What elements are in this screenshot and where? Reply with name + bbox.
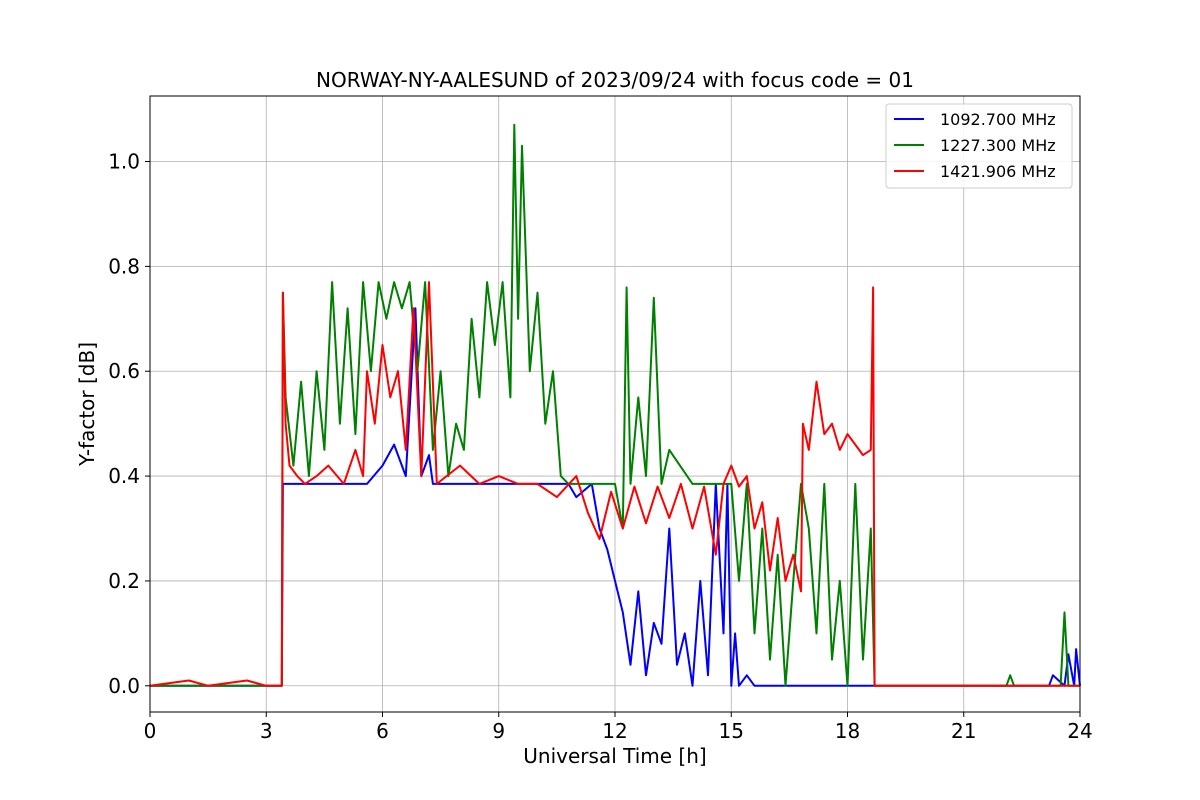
x-tick-label: 15 — [719, 719, 744, 743]
y-tick-label: 0.2 — [108, 569, 140, 593]
y-axis-label: Y-factor [dB] — [75, 342, 99, 467]
x-tick-label: 0 — [144, 719, 157, 743]
y-tick-label: 0.0 — [108, 674, 140, 698]
x-tick-label: 3 — [260, 719, 273, 743]
x-tick-label: 12 — [602, 719, 627, 743]
plot-series — [149, 123, 1081, 687]
x-tick-label: 9 — [492, 719, 505, 743]
legend-label: 1092.700 MHz — [940, 110, 1056, 129]
y-tick-label: 0.4 — [108, 464, 140, 488]
y-tick-label: 1.0 — [108, 150, 140, 174]
legend: 1092.700 MHz 1227.300 MHz 1421.906 MHz — [885, 103, 1073, 189]
x-tick-label: 21 — [951, 719, 976, 743]
y-tick-label: 0.8 — [108, 254, 140, 278]
series-line-3 — [149, 281, 1080, 687]
x-tick-label: 6 — [376, 719, 389, 743]
axis-ticks: 0 3 6 9 12 15 18 21 24 0.0 0.2 0.4 0.6 0.8 1.0 — [108, 150, 1093, 743]
x-tick-label: 18 — [835, 719, 860, 743]
legend-label: 1421.906 MHz — [940, 162, 1056, 181]
series-line-2 — [150, 123, 1080, 687]
y-tick-label: 0.6 — [108, 359, 140, 383]
x-axis-label: Universal Time [h] — [523, 744, 706, 768]
chart-title: NORWAY-NY-AALESUND of 2023/09/24 with fo… — [316, 68, 914, 92]
x-tick-label: 24 — [1067, 719, 1092, 743]
legend-label: 1227.300 MHz — [940, 136, 1056, 155]
legend-box — [885, 103, 1073, 189]
